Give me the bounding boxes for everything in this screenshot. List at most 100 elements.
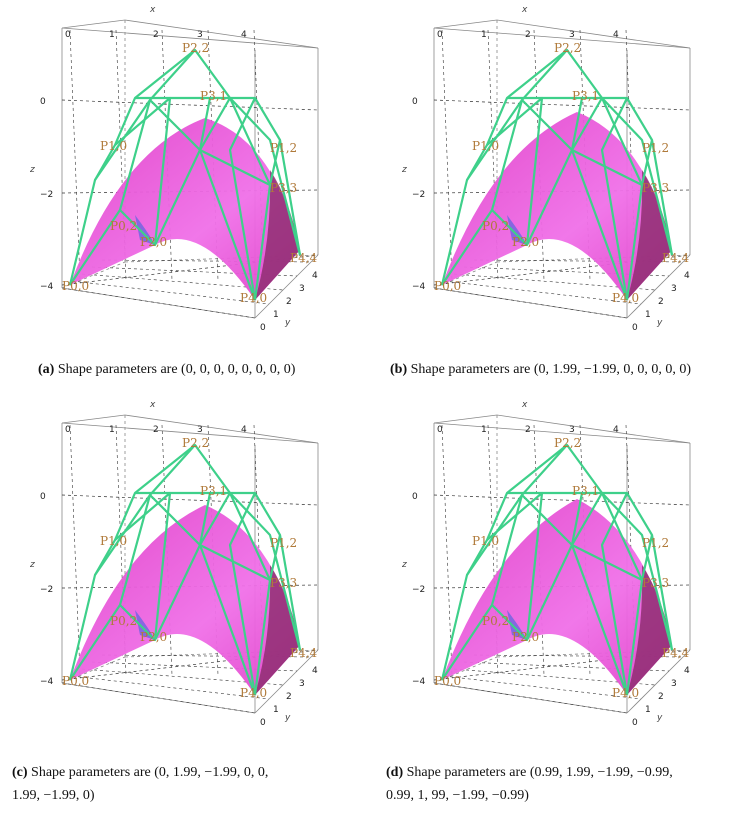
control-point-label: P0,0 xyxy=(434,674,461,688)
surface xyxy=(70,118,300,300)
box-edge xyxy=(433,261,498,289)
point-labels: P0,0 P0,2 P1,0 P2,2 P4,0 P4,4 P1,2 P3,3 P2,0 P3,1 xyxy=(434,436,690,700)
caption-text: Shape parameters are (0.99, 1.99, −1.99,… xyxy=(406,765,673,780)
x-tick-label: 2 xyxy=(525,425,531,435)
control-point-label: P3,3 xyxy=(642,181,669,195)
panel-a: 0 1 2 3 4 x 0 −2 −4 z 0 1 2 3 4 y P0,0 P0,2 P1,0 P2,2 P4,0 P4… xyxy=(0,0,372,390)
control-point-label: P1,0 xyxy=(472,534,499,548)
surface-shadow xyxy=(255,170,300,300)
y-tick-label: 4 xyxy=(684,271,690,281)
caption-text: Shape parameters are (0, 1.99, −1.99, 0,… xyxy=(410,362,692,377)
caption-text: Shape parameters are (0, 0, 0, 0, 0, 0, … xyxy=(57,362,296,377)
x-tick-label: 2 xyxy=(153,425,159,435)
control-point-label: P2,2 xyxy=(182,41,209,55)
z-tick-label: 0 xyxy=(412,97,418,107)
control-point-label: P0,2 xyxy=(110,614,137,628)
grid-line xyxy=(61,682,256,714)
plot-d: 0 1 2 3 4x0−2−4z01234yP0,0P0,2P1,0P2,2P4,0P4… xyxy=(401,400,691,728)
z-axis-label: z xyxy=(29,560,35,570)
x-tick-label: 3 xyxy=(569,425,575,435)
surface-shadow xyxy=(255,565,300,695)
box-edge xyxy=(433,19,498,29)
control-point-label: P4,4 xyxy=(662,646,690,660)
surface-patch xyxy=(442,499,672,695)
control-point-label: P2,2 xyxy=(182,436,209,450)
surface-patch xyxy=(442,112,672,300)
z-tick-label: −4 xyxy=(40,282,54,292)
y-axis-label: y xyxy=(656,713,663,723)
net-line xyxy=(486,96,544,246)
box-edge xyxy=(433,414,498,424)
y-tick-label: 2 xyxy=(286,297,292,307)
surface-patch xyxy=(70,505,300,695)
x-tick-label: 2 xyxy=(525,30,531,40)
net-line xyxy=(114,96,172,246)
grid-line xyxy=(69,424,81,676)
y-tick-label: 0 xyxy=(632,718,638,728)
box-edge xyxy=(496,19,691,49)
plot-c: 0 1 2 3 4x0−2−4z01234yP0,0P0,2P1,0P2,2P4,0P4… xyxy=(29,400,319,728)
z-tick-label: 0 xyxy=(412,492,418,502)
box-edge xyxy=(61,656,126,684)
box-edge xyxy=(61,261,126,289)
plot-a: 0 1 2 3 4x0−2−4z01234yP0,0P0,2P1,0P2,2P4,0P4… xyxy=(29,5,319,333)
net-line xyxy=(135,491,302,651)
grid-line xyxy=(441,29,453,281)
x-tick-label: 4 xyxy=(613,425,619,435)
grid-line xyxy=(433,254,691,286)
y-tick-label: 1 xyxy=(645,705,651,715)
grid-line xyxy=(61,287,256,319)
x-axis-label: x xyxy=(521,5,528,15)
grid-line xyxy=(61,494,319,506)
net-line xyxy=(507,491,674,651)
control-point-label: P0,2 xyxy=(482,219,509,233)
grid-line xyxy=(441,424,453,676)
y-tick-label: 2 xyxy=(286,692,292,702)
x-axis-label: x xyxy=(521,400,528,410)
x-axis-label: x xyxy=(149,5,156,15)
box-edge xyxy=(61,27,319,49)
y-tick-label: 4 xyxy=(684,666,690,676)
control-net xyxy=(68,443,302,696)
x-tick-label: 0 xyxy=(65,425,71,435)
caption-tag: (a) xyxy=(38,362,55,377)
x-tick-label: 4 xyxy=(241,30,247,40)
caption-text-line2: 0.99, 1, 99, −1.99, −0.99) xyxy=(386,788,529,803)
control-point-label: P3,3 xyxy=(270,181,297,195)
box-edge xyxy=(61,414,126,424)
control-point-label: P2,0 xyxy=(140,235,167,249)
net-line xyxy=(118,444,196,606)
control-net xyxy=(68,48,302,301)
y-axis-label: y xyxy=(284,318,291,328)
caption-d: (d) Shape parameters are (0.99, 1.99, −1… xyxy=(386,761,742,807)
z-tick-label: −2 xyxy=(40,190,53,200)
control-point-label: P1,2 xyxy=(642,141,669,155)
z-axis-label: z xyxy=(401,165,407,175)
point-labels: P0,0 P0,2 P1,0 P2,2 P4,0 P4,4 P1,2 P3,3 P2,0 P3,1 xyxy=(434,41,690,305)
caption-tag: (b) xyxy=(390,362,408,377)
y-axis-label: y xyxy=(284,713,291,723)
grid-line xyxy=(433,287,628,319)
net-line xyxy=(600,492,629,696)
y-tick-label: 3 xyxy=(299,284,305,294)
grid-line xyxy=(433,649,691,681)
panel-b: 0 1 2 3 4 x 0 −2 −4 z 0 1 2 3 4 y P0,0 P0,2 P1,0 P2,2 P4,0 P4… xyxy=(372,0,744,390)
net-line xyxy=(490,49,568,211)
box-edge xyxy=(626,254,691,319)
control-point-label: P4,0 xyxy=(240,686,267,700)
surface xyxy=(442,112,672,300)
control-point-label: P4,0 xyxy=(612,291,639,305)
net-line xyxy=(228,492,257,696)
net-line xyxy=(94,96,272,301)
box-edge xyxy=(433,422,691,444)
control-point-label: P2,0 xyxy=(512,235,539,249)
net-line xyxy=(507,96,674,256)
grid-line xyxy=(61,99,319,111)
control-point-label: P0,0 xyxy=(62,674,89,688)
control-point-label: P4,0 xyxy=(240,291,267,305)
net-line xyxy=(490,444,568,606)
x-tick-label: 3 xyxy=(197,30,203,40)
